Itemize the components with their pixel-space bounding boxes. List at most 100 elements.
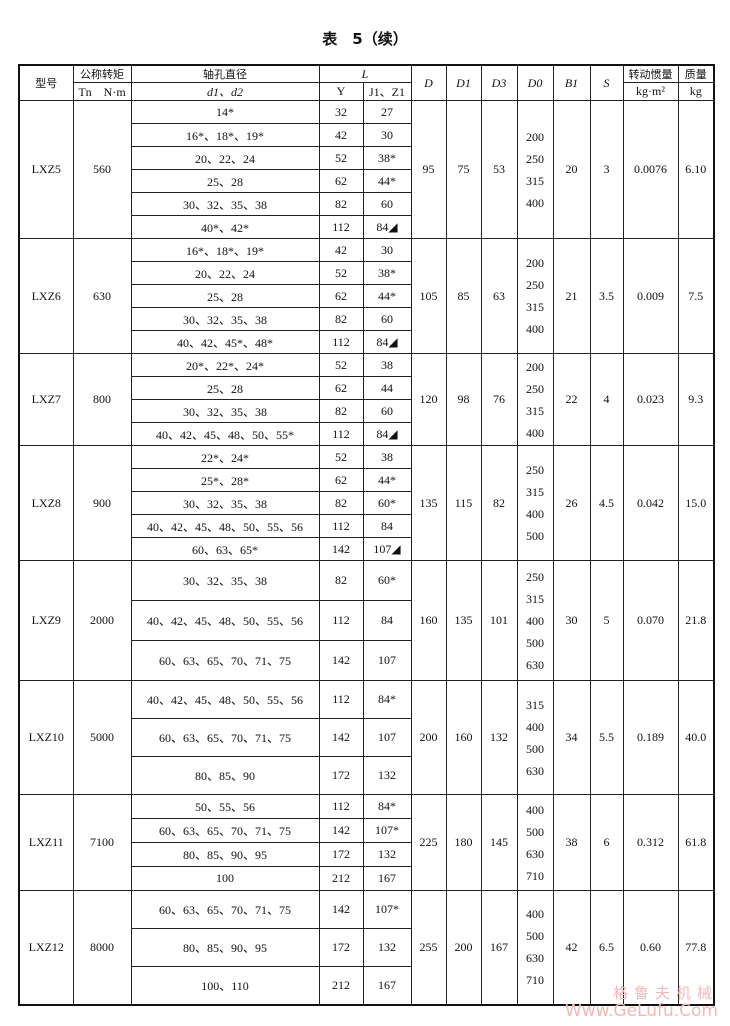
D0-value: 630 [526,763,544,778]
length-jz-cell: 107* [362,890,412,929]
bore-cell: 60、63、65、70、71、75 [130,718,320,757]
length-y-cell: 212 [318,966,364,1005]
length-jz-cell: 60 [362,307,412,331]
table-row: 25、28 62 44* [19,284,714,308]
table-row: 30、32、35、38 82 60* [19,491,714,515]
length-jz-cell: 84* [362,794,412,819]
D0-value: 250 [526,569,544,584]
torque-cell: 7100 [72,794,132,891]
D1-cell: 98 [445,353,482,446]
D0-value: 630 [526,951,544,966]
table-row: LXZ5 560 14* 32 27 95 75 53 200 250 315 400 20 3 0.007… [18,100,715,239]
D1-cell: 85 [445,238,482,354]
D0-value: 400 [526,195,544,210]
table-row: 80、85、90、95 172 132 [19,928,714,967]
inertia-cell: 0.042 [622,445,679,561]
table-row: LXZ6 630 16*、18*、19* 42 30 105 85 63 200 250 315 40… [18,238,715,354]
D1-cell: 135 [445,560,482,681]
length-y-cell: 82 [318,399,364,423]
D0-value: 400 [526,613,544,628]
length-y-cell: 62 [318,169,364,193]
bore-cell: 20、22、24 [130,146,320,170]
table-row: 30、32、35、38 82 60 [19,192,714,216]
length-jz-cell: 132 [362,842,412,867]
length-jz-cell: 38* [362,146,412,170]
D-cell: 160 [410,560,447,681]
model-cell: LXZ5 [18,100,74,239]
length-jz-cell: 107* [362,818,412,843]
model-cell: LXZ11 [18,794,74,891]
torque-cell: 900 [72,445,132,561]
D0-cell: 200 250 315 400 [516,238,554,354]
length-y-cell: 62 [318,376,364,400]
table-row: LXZ9 2000 30、32、35、38 82 60* 160 135 101 250 315 4… [18,560,715,681]
bore-cell: 16*、18*、19* [130,123,320,147]
bore-cell: 25*、28* [130,468,320,492]
bore-cell: 25、28 [130,169,320,193]
D0-value: 250 [526,381,544,396]
D0-value: 500 [526,929,544,944]
length-y-cell: 82 [318,192,364,216]
bore-cell: 40*、42* [130,215,320,239]
table-row: 25、28 62 44 [19,376,714,400]
length-jz-cell: 44* [362,468,412,492]
length-jz-cell: 44* [362,169,412,193]
B1-cell: 30 [552,560,591,681]
length-jz-cell: 84 [362,514,412,538]
D0-value: 400 [526,802,544,817]
D0-value: 250 [526,278,544,292]
model-cell: LXZ9 [18,560,74,681]
bore-cell: 22*、24* [130,445,320,469]
watermark-url: Www.GeLufu.Com [564,1001,718,1021]
D1-cell: 200 [445,890,482,1005]
bore-cell: 50、55、56 [130,794,320,819]
D0-value: 710 [526,868,544,883]
watermark-cn: 格鲁夫机械 [612,984,718,1002]
length-y-cell: 62 [318,284,364,308]
table-row: 60、63、65、70、71、75 142 107 [19,640,714,681]
length-jz-cell: 27 [362,100,412,124]
mass-cell: 9.3 [677,353,715,446]
length-y-cell: 172 [318,756,364,795]
D0-value: 315 [526,403,544,418]
D0-value: 315 [526,697,544,712]
header-torque-unit: Tn N·m [72,82,132,101]
bore-cell: 80、85、90、95 [130,842,320,867]
D0-value: 400 [526,322,544,336]
D-cell: 120 [410,353,447,446]
D0-value: 400 [526,719,544,734]
watermark: 格鲁夫机械 Www.GeLufu.Com [565,984,718,1020]
header-D: D [410,64,447,101]
length-y-cell: 112 [318,514,364,538]
length-y-cell: 42 [318,123,364,147]
torque-cell: 800 [72,353,132,446]
bore-cell: 30、32、35、38 [130,491,320,515]
header-model: 型号 [18,64,74,101]
D0-value: 500 [526,741,544,756]
D0-cell: 200 250 315 400 [516,353,554,446]
D0-value: 500 [526,824,544,839]
length-jz-cell: 30 [362,123,412,147]
inertia-cell: 0.023 [622,353,679,446]
S-cell: 6.5 [589,890,624,1005]
length-y-cell: 112 [318,600,364,641]
length-y-cell: 82 [318,307,364,331]
table-row: 100、110 212 167 [19,966,714,1005]
length-jz-cell: 132 [362,928,412,967]
coupling-spec-table: 型号 公称转矩 轴孔直径 L D D1 D3 D0 B1 S 转动惯量 质量 T… [18,64,715,1006]
length-jz-cell: 167 [362,966,412,1005]
length-y-cell: 212 [318,866,364,891]
D1-cell: 180 [445,794,482,891]
bore-cell: 60、63、65* [130,537,320,561]
header-mass-unit: kg [677,82,715,101]
inertia-cell: 0.0076 [622,100,679,239]
S-cell: 3.5 [589,238,624,354]
length-y-cell: 142 [318,718,364,757]
table-row: LXZ8 900 22*、24* 52 38 135 115 82 250 315 400 500 26… [18,445,715,561]
D3-cell: 145 [480,794,518,891]
D-cell: 135 [410,445,447,561]
D0-value: 500 [526,635,544,650]
torque-cell: 5000 [72,680,132,795]
header-D0: D0 [516,64,554,101]
table-row: 40、42、45、48、50、55、56 112 84 [19,514,714,538]
